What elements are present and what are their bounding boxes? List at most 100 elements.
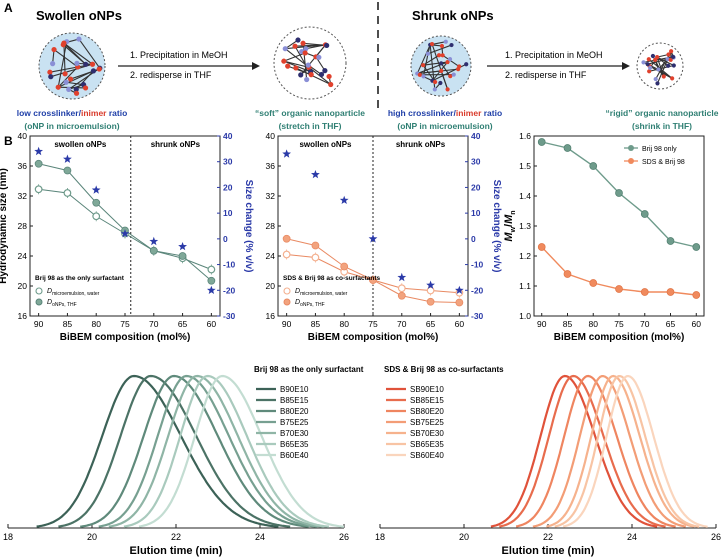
chain-segment [78, 38, 101, 69]
legend-label: B75E25 [280, 418, 309, 427]
trace-B90E10 [36, 374, 279, 528]
trace-SB75E25 [532, 375, 686, 528]
monomer-bead [83, 61, 89, 67]
x-axis-label: Elution time (min) [130, 545, 223, 557]
chain-segment [427, 44, 452, 55]
chain-segment [63, 42, 93, 65]
monomer-bead [645, 62, 650, 67]
point-brij [589, 162, 598, 170]
y-tick-label: 20 [266, 281, 276, 291]
monomer-bead [661, 74, 666, 79]
x-tick-label: 70 [640, 319, 650, 329]
legend-label-microemulsion: Dmicroemulsion, water [295, 288, 348, 297]
monomer-bead [429, 41, 435, 47]
region-label-shrunk: shrunk oNPs [396, 140, 446, 149]
monomer-bead [66, 86, 72, 92]
legend-marker-onps [283, 298, 291, 306]
y-tick-label: 1.0 [519, 311, 531, 321]
x-tick-label: 80 [339, 319, 349, 329]
legend-label: B85E15 [280, 396, 309, 405]
legend-label-onps: DoNPs, THF [295, 299, 325, 308]
y2-tick-label: 10 [223, 208, 233, 218]
panel-label-a: A [4, 1, 13, 15]
legend-label: SB80E20 [410, 407, 444, 416]
y-tick-label: 16 [18, 311, 28, 321]
x-axis-label: BiBEM composition (mol%) [60, 332, 191, 343]
point-sds [537, 243, 546, 251]
chain-segment [431, 43, 449, 90]
monomer-bead [305, 62, 311, 68]
point-size-change [207, 285, 216, 294]
x-tick-label: 85 [563, 319, 573, 329]
legend-title: SDS & Brij 98 as co-surfactants [384, 365, 504, 374]
monomer-bead [436, 53, 442, 58]
legend-label: Brij 98 only [642, 146, 677, 153]
x-tick-label: 80 [91, 319, 101, 329]
y-tick-label: 36 [266, 161, 276, 171]
chain-segment [66, 81, 84, 86]
chain-segment [440, 63, 451, 77]
y-tick-label: 1.4 [519, 191, 531, 201]
y2-tick-label: 20 [223, 182, 233, 192]
monomer-bead [76, 36, 82, 42]
x-axis-label: BiBEM composition (mol%) [554, 332, 685, 343]
x-axis-label: Elution time (min) [502, 545, 595, 557]
chain-segment [656, 56, 669, 67]
shrunk-step1: 1. Precipitation in MeOH [505, 50, 603, 60]
monomer-bead [50, 61, 56, 67]
chain-segment [57, 41, 68, 88]
point-onps [340, 262, 349, 271]
y2-axis-label: Size change (% v/v) [243, 180, 254, 273]
legend-title: Brij 98 as the only surfactant [35, 275, 125, 282]
y2-tick-label: 30 [223, 157, 233, 167]
chart-size-sds: swollen oNPs shrunk oNPs 16 20 24 28 32 36 40 -30… [266, 131, 502, 343]
point-size-change [311, 170, 320, 179]
y-tick-label: 1.6 [519, 131, 531, 141]
monomer-bead [304, 76, 310, 83]
monomer-bead [298, 72, 304, 78]
point-size-change [339, 195, 349, 204]
monomer-bead [448, 74, 453, 79]
arrow-shrunk [487, 62, 630, 70]
monomer-bead [655, 81, 660, 86]
point-brij [537, 138, 546, 146]
chain-segment [57, 66, 79, 88]
chart-size-brij: swollen oNPs shrunk oNPs 16 20 24 28 32 36 40 -30… [0, 131, 254, 343]
y-tick-label: 20 [18, 281, 28, 291]
legend-title: SDS & Brij 98 as co-surfactants [283, 275, 381, 282]
monomer-bead [96, 66, 102, 72]
point-microemulsion [282, 250, 291, 259]
monomer-bead [445, 59, 450, 65]
point-onps [311, 241, 320, 250]
shrunk-right-caption: “rigid” organic nanoparticle [606, 108, 719, 118]
monomer-bead [89, 61, 96, 67]
chain-segment [62, 44, 87, 65]
point-onps [426, 297, 435, 306]
monomer-bead [449, 42, 454, 48]
x-tick-label: 18 [375, 532, 385, 542]
y-tick-label: 1.1 [519, 281, 531, 291]
legend-label: B90E10 [280, 385, 309, 394]
x-tick-label: 90 [34, 319, 44, 329]
legend-label: SB75E25 [410, 418, 444, 427]
y2-tick-label: 40 [471, 131, 481, 141]
monomer-bead [641, 60, 646, 65]
y-tick-label: 32 [266, 191, 276, 201]
arrow-swollen [118, 62, 260, 70]
monomer-bead [464, 62, 469, 67]
legend-marker-microemulsion [35, 287, 43, 295]
monomer-bead [63, 79, 69, 85]
monomer-bead [443, 39, 448, 44]
point-size-change [178, 242, 187, 251]
y-tick-label: 32 [18, 191, 28, 201]
shrunk-left-caption-sub: (oNP in microemulsion) [397, 121, 492, 131]
chain-segment [416, 44, 431, 74]
legend-label: SB65E35 [410, 440, 444, 449]
chain-segment [422, 53, 429, 77]
monomer-bead [417, 72, 422, 77]
trace-SB70E30 [546, 374, 695, 528]
y2-tick-label: -10 [223, 260, 236, 270]
point-microemulsion [207, 265, 216, 274]
trace-B70E30 [108, 374, 324, 528]
y-tick-label: 28 [266, 221, 276, 231]
